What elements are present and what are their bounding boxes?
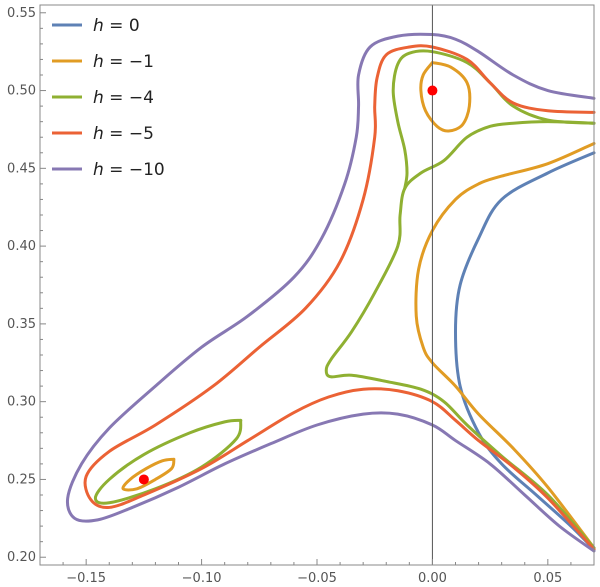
y-tick-label: 0.45 <box>7 161 36 176</box>
x-tick-label: 0.05 <box>533 571 562 586</box>
legend: h = 0 h = −1 h = −4 h = −5 h = −10 <box>52 16 165 180</box>
contour-curves <box>65 32 596 553</box>
y-tick-label: 0.35 <box>7 317 36 332</box>
y-tick-label: 0.55 <box>7 6 36 21</box>
y-tick-label: 0.25 <box>7 472 36 487</box>
legend-label: h = −10 <box>93 160 165 180</box>
critical-point-1 <box>138 474 149 485</box>
contour-line-series-2-part-2 <box>93 418 243 505</box>
y-axis: 0.20 0.25 0.30 0.35 0.40 0.45 0.50 0.55 <box>7 6 46 565</box>
contour-line-series-2-part-0 <box>324 120 596 550</box>
contour-line-series-3-part-0 <box>83 44 596 551</box>
x-tick-label: −0.15 <box>66 571 106 586</box>
contour-line-series-1-part-0 <box>419 61 472 133</box>
x-tick-label: −0.10 <box>182 571 222 586</box>
y-tick-label: 0.50 <box>7 84 36 99</box>
x-tick-label: 0.00 <box>418 571 447 586</box>
contour-line-series-1-part-2 <box>121 457 176 492</box>
legend-label: h = −4 <box>93 88 154 108</box>
legend-label: h = −5 <box>93 124 154 144</box>
y-tick-label: 0.40 <box>7 239 36 254</box>
y-tick-label: 0.20 <box>7 550 36 565</box>
x-tick-label: −0.05 <box>297 571 337 586</box>
y-tick-label: 0.30 <box>7 395 36 410</box>
x-axis: −0.15 −0.10 −0.05 0.00 0.05 <box>39 559 595 586</box>
contour-line-series-1-part-1 <box>414 141 596 550</box>
contour-line-series-0-part-0 <box>454 151 596 551</box>
contour-line-series-2-part-1 <box>391 49 596 191</box>
critical-points <box>138 85 438 485</box>
critical-point-0 <box>427 85 438 96</box>
legend-label: h = −1 <box>93 52 154 72</box>
legend-label: h = 0 <box>93 16 140 36</box>
contour-line-series-4-part-0 <box>65 32 596 553</box>
